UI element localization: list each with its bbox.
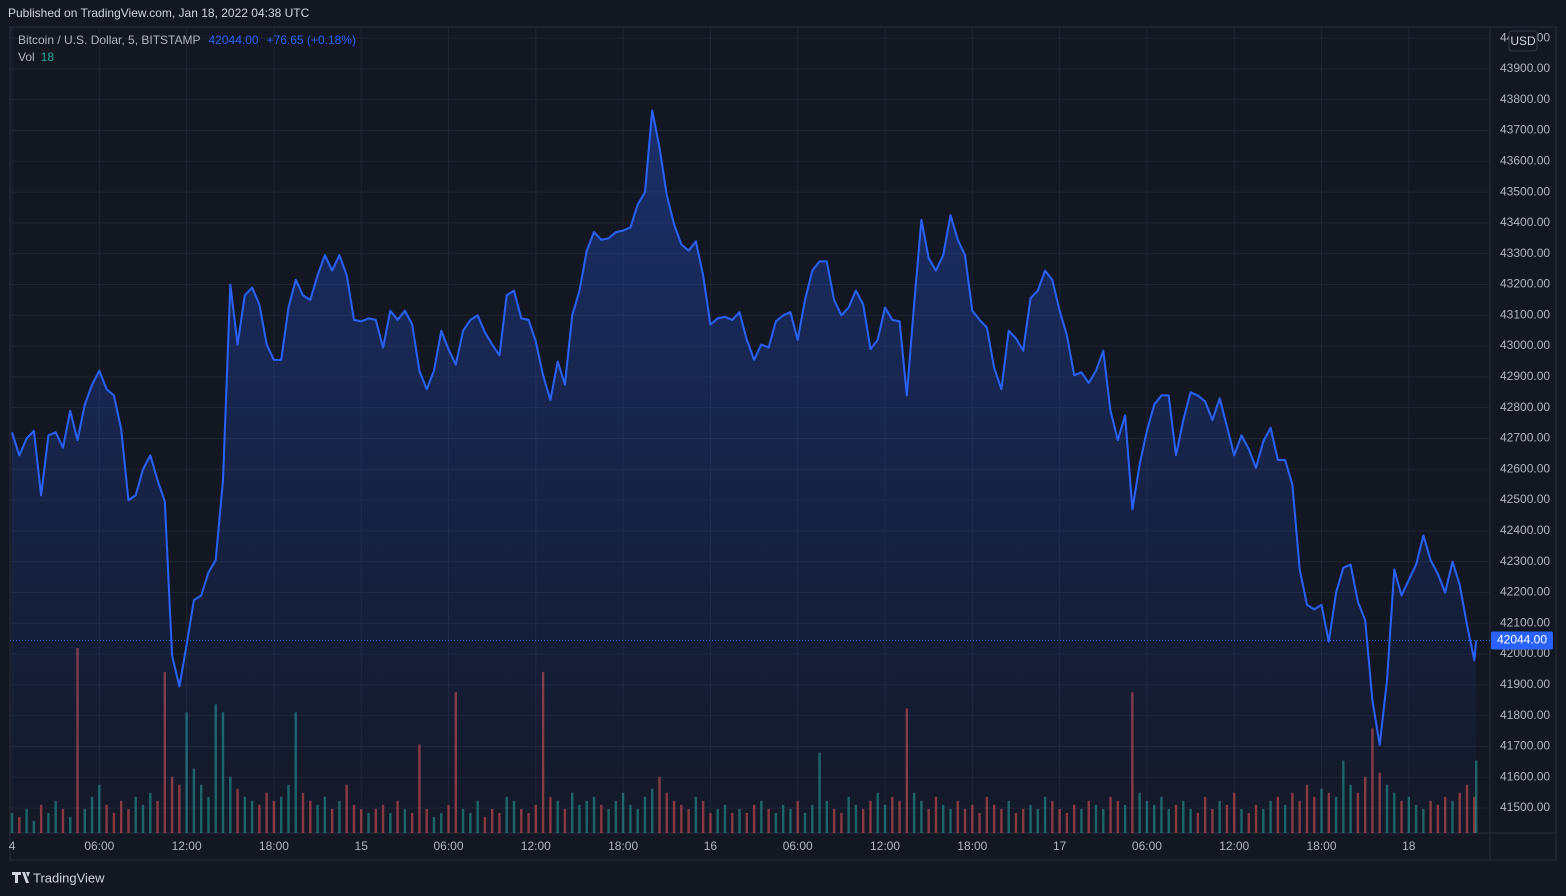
y-tick-label: 43500.00	[1500, 184, 1550, 198]
x-tick-label: 12:00	[172, 839, 202, 853]
y-tick-label: 42100.00	[1500, 615, 1550, 629]
last-price: 42044.00	[209, 33, 259, 47]
y-tick-label: 42900.00	[1500, 369, 1550, 383]
y-tick-label: 41800.00	[1500, 708, 1550, 722]
last-price-tag	[1491, 631, 1553, 650]
volume-legend: Vol 18	[18, 50, 54, 64]
x-tick-label: 18:00	[259, 839, 289, 853]
y-tick-label: 43800.00	[1500, 92, 1550, 106]
y-tick-label: 42600.00	[1500, 461, 1550, 475]
price-line	[11, 109, 1478, 746]
y-tick-label: 43100.00	[1500, 307, 1550, 321]
last-price-tag-label: 42044.00	[1497, 633, 1547, 647]
change: +76.65 (+0.18%)	[267, 33, 356, 47]
x-tick-label: 06:00	[434, 839, 464, 853]
x-tick-label: 06:00	[1132, 839, 1162, 853]
x-tick-label: 16	[704, 839, 718, 853]
y-tick-label: 42000.00	[1500, 646, 1550, 660]
y-tick-label: 42500.00	[1500, 492, 1550, 506]
y-tick-label: 43600.00	[1500, 153, 1550, 167]
x-tick-label: 15	[355, 839, 369, 853]
price-layer	[10, 109, 1490, 833]
x-tick-label: 17	[1053, 839, 1067, 853]
x-tick-label: 18:00	[1306, 839, 1336, 853]
x-tick-label: 18:00	[957, 839, 987, 853]
currency-box: USD	[1508, 30, 1538, 52]
symbol: Bitcoin / U.S. Dollar, 5, BITSTAMP	[18, 33, 201, 47]
y-tick-label: 43400.00	[1500, 215, 1550, 229]
y-tick-label: 43900.00	[1500, 61, 1550, 75]
y-tick-label: 43000.00	[1500, 338, 1550, 352]
x-tick-label: 12:00	[521, 839, 551, 853]
y-tick-label: 43300.00	[1500, 246, 1550, 260]
y-tick-label: 42700.00	[1500, 431, 1550, 445]
y-tick-label: 43200.00	[1500, 277, 1550, 291]
brand-logo	[12, 872, 30, 883]
price-area	[12, 110, 1477, 833]
y-tick-label: 42200.00	[1500, 585, 1550, 599]
y-tick-label: 43700.00	[1500, 123, 1550, 137]
x-tick-label: 18:00	[608, 839, 638, 853]
legend: Bitcoin / U.S. Dollar, 5, BITSTAMP 42044.…	[18, 33, 356, 47]
x-tick-label: 12:00	[1219, 839, 1249, 853]
x-tick-label: 06:00	[84, 839, 114, 853]
y-tick-label: 41700.00	[1500, 739, 1550, 753]
volume-name: Vol	[18, 50, 35, 64]
brand: TradingView	[12, 870, 105, 885]
x-tick-label: 06:00	[783, 839, 813, 853]
y-tick-label: 41500.00	[1500, 800, 1550, 814]
y-tick-label: 42300.00	[1500, 554, 1550, 568]
currency-frame	[1508, 30, 1538, 52]
x-tick-label: 12:00	[870, 839, 900, 853]
header: Published on TradingView.com, Jan 18, 20…	[8, 6, 310, 20]
footer: TradingView	[33, 870, 105, 885]
y-tick-label: 42800.00	[1500, 400, 1550, 414]
y-tick-label: 42400.00	[1500, 523, 1550, 537]
currency: USD	[1510, 34, 1536, 48]
x-tick-label: 4	[9, 839, 16, 853]
x-tick-label: 18	[1402, 839, 1416, 853]
y-tick-label: 41600.00	[1500, 769, 1550, 783]
volume-value: 18	[41, 50, 55, 64]
y-tick-label: 41900.00	[1500, 677, 1550, 691]
